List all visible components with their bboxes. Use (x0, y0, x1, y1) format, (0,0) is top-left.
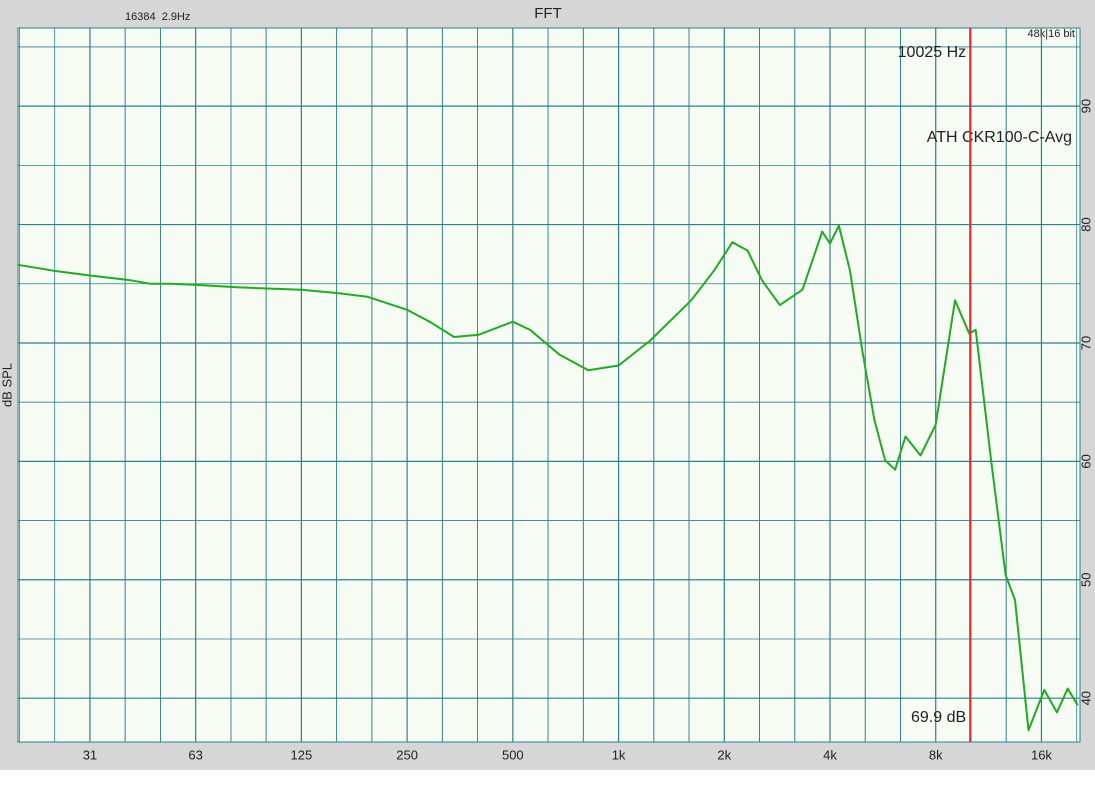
y-tick-label: 40 (1078, 691, 1093, 705)
y-axis-label: dB SPL (0, 363, 14, 407)
legend-entry: ATH CKR100-C-Avg (927, 129, 1072, 146)
y-tick-label: 60 (1078, 454, 1093, 468)
x-tick-label: 31 (83, 747, 97, 762)
x-tick-label: 1k (612, 747, 626, 762)
x-tick-label: 250 (396, 747, 418, 762)
y-tick-label: 70 (1078, 336, 1093, 350)
y-tick-label: 80 (1078, 217, 1093, 231)
chart-title: FFT (534, 5, 562, 22)
y-tick-label: 50 (1078, 573, 1093, 587)
plot-border (17, 27, 1081, 743)
x-tick-label: 16k (1031, 747, 1052, 762)
header-right: 48k|16 bit (1027, 28, 1075, 40)
x-tick-label: 8k (929, 747, 943, 762)
cursor-freq-label: 10025 Hz (898, 44, 967, 61)
y-tick-label: 90 (1078, 99, 1093, 113)
x-tick-label: 2k (717, 747, 731, 762)
header-left: 16384 2.9Hz (125, 11, 190, 23)
x-tick-label: 63 (188, 747, 202, 762)
x-tick-label: 4k (823, 747, 837, 762)
series-line (17, 224, 1079, 732)
cursor-level-label: 69.9 dB (911, 709, 966, 726)
plot-area (18, 28, 1080, 742)
x-tick-label: 500 (502, 747, 524, 762)
x-tick-label: 125 (291, 747, 313, 762)
